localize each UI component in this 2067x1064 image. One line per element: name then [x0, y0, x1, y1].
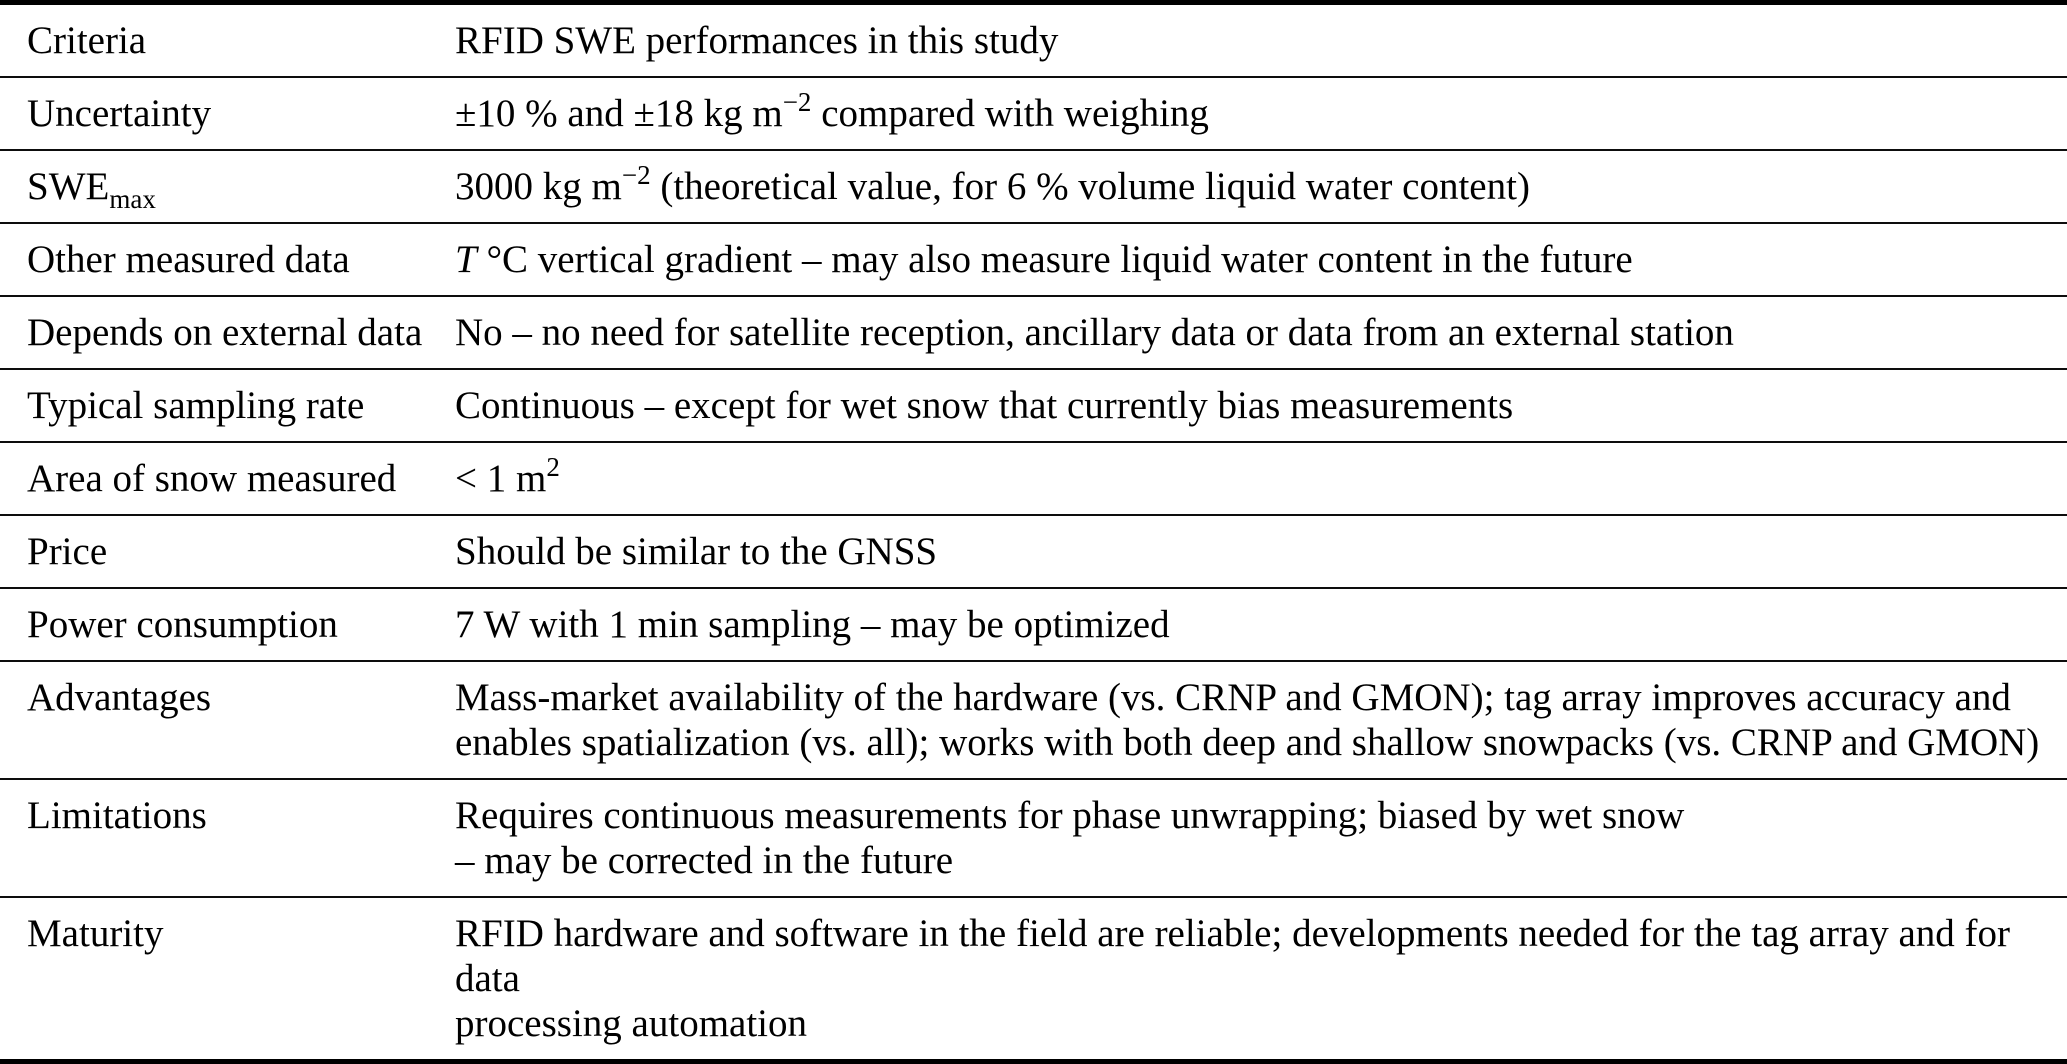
text-segment: compared with weighing [811, 92, 1209, 135]
criteria-cell: Other measured data [0, 237, 455, 282]
table-row: Area of snow measured < 1 m2 [0, 443, 2067, 516]
table-row: Depends on external data No – no need for… [0, 297, 2067, 370]
criteria-cell: Typical sampling rate [0, 383, 455, 428]
table-row: SWEmax 3000 kg m−2 (theoretical value, fo… [0, 151, 2067, 224]
value-cell: Continuous – except for wet snow that cu… [455, 383, 2067, 428]
value-cell: 7 W with 1 min sampling – may be optimiz… [455, 602, 2067, 647]
text-segment: enables spatialization (vs. all); works … [455, 721, 2040, 764]
text-segment: No – no need for satellite reception, an… [455, 311, 1734, 354]
criteria-cell: Maturity [0, 911, 455, 1046]
text-segment: – may be corrected in the future [455, 839, 954, 882]
text-segment: −2 [782, 87, 812, 117]
text-segment: Continuous – except for wet snow that cu… [455, 384, 1514, 427]
value-cell: No – no need for satellite reception, an… [455, 310, 2067, 355]
table-row: Power consumption 7 W with 1 min sampling… [0, 589, 2067, 662]
text-segment: Advantages [27, 676, 212, 719]
text-segment: ±10 % and ±18 kg m [455, 92, 783, 135]
text-segment: −2 [621, 160, 651, 190]
text-segment: Should be similar to the GNSS [455, 530, 938, 573]
text-segment: processing automation [455, 1002, 808, 1045]
value-cell: < 1 m2 [455, 454, 2067, 501]
criteria-cell: Area of snow measured [0, 456, 455, 501]
value-cell: 3000 kg m−2 (theoretical value, for 6 % … [455, 162, 2067, 209]
value-cell: RFID hardware and software in the field … [455, 911, 2067, 1046]
text-segment: < 1 m [455, 457, 547, 500]
value-cell: Requires continuous measurements for pha… [455, 793, 2067, 883]
criteria-cell: Power consumption [0, 602, 455, 647]
text-segment: 3000 kg m [455, 165, 622, 208]
text-segment: T [455, 238, 477, 281]
value-cell: Mass-market availability of the hardware… [455, 675, 2067, 765]
criteria-cell: Criteria [0, 18, 455, 63]
text-segment: Typical sampling rate [27, 384, 365, 427]
criteria-cell: Depends on external data [0, 310, 455, 355]
criteria-cell: SWEmax [0, 164, 455, 213]
text-segment: Maturity [27, 912, 164, 955]
text-segment: Uncertainty [27, 92, 212, 135]
table-row: Maturity RFID hardware and software in th… [0, 898, 2067, 1059]
value-cell: T °C vertical gradient – may also measur… [455, 237, 2067, 282]
text-segment: Power consumption [27, 603, 338, 646]
text-segment: Criteria [27, 19, 147, 62]
text-segment: RFID SWE performances in this study [455, 19, 1059, 62]
value-cell: Should be similar to the GNSS [455, 529, 2067, 574]
text-segment: Requires continuous measurements for pha… [455, 794, 1685, 837]
criteria-cell: Advantages [0, 675, 455, 765]
text-segment: SWE [27, 165, 110, 208]
text-segment: RFID hardware and software in the field … [455, 912, 2011, 1000]
table-row: Advantages Mass-market availability of th… [0, 662, 2067, 780]
text-segment: Other measured data [27, 238, 350, 281]
table-row: Limitations Requires continuous measureme… [0, 780, 2067, 898]
value-cell: ±10 % and ±18 kg m−2 compared with weigh… [455, 89, 2067, 136]
text-segment: max [109, 184, 156, 214]
criteria-cell: Price [0, 529, 455, 574]
table-row: Other measured data T °C vertical gradien… [0, 224, 2067, 297]
table-header-row: Criteria RFID SWE performances in this st… [0, 5, 2067, 78]
criteria-cell: Limitations [0, 793, 455, 883]
text-segment: 7 W with 1 min sampling – may be optimiz… [455, 603, 1170, 646]
table-row: Uncertainty ±10 % and ±18 kg m−2 compared… [0, 78, 2067, 151]
table-row: Price Should be similar to the GNSS [0, 516, 2067, 589]
text-segment: Area of snow measured [27, 457, 397, 500]
text-segment: °C vertical gradient – may also measure … [476, 238, 1633, 281]
criteria-cell: Uncertainty [0, 91, 455, 136]
text-segment: Depends on external data [27, 311, 423, 354]
text-segment: Limitations [27, 794, 207, 837]
value-cell: RFID SWE performances in this study [455, 18, 2067, 63]
text-segment: Mass-market availability of the hardware… [455, 676, 2011, 719]
table-row: Typical sampling rate Continuous – except… [0, 370, 2067, 443]
text-segment: Price [27, 530, 108, 573]
text-segment: (theoretical value, for 6 % volume liqui… [650, 165, 1530, 208]
text-segment: 2 [546, 452, 560, 482]
